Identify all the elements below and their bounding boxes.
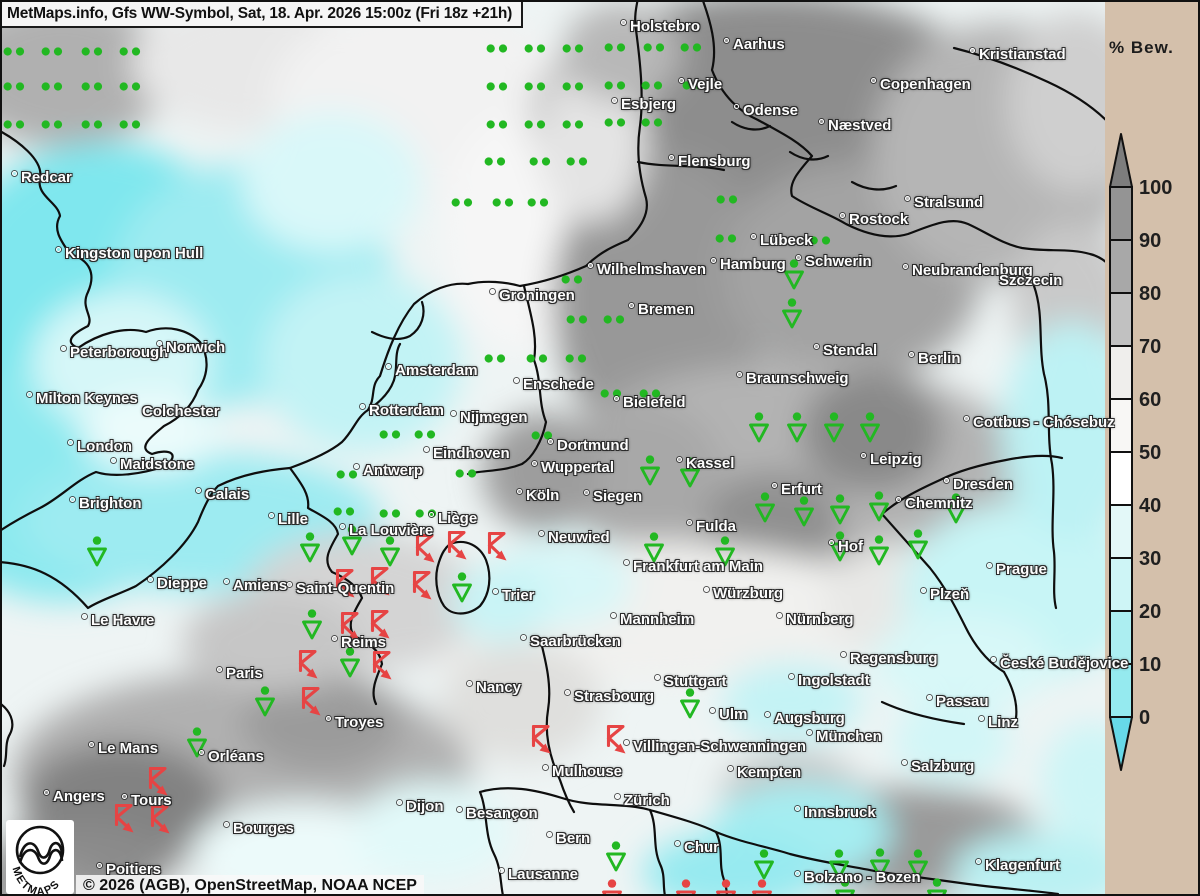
colorbar-segment: [1109, 239, 1133, 294]
map-canvas[interactable]: MetMaps.info, Gfs WW-Symbol, Sat, 18. Ap…: [2, 2, 1128, 894]
colorbar-segment: [1109, 504, 1133, 559]
colorbar-tick-label: 10: [1139, 654, 1161, 676]
colorbar-tick-label: 100: [1139, 177, 1172, 199]
colorbar-segment: [1109, 186, 1133, 241]
map-title: MetMaps.info, Gfs WW-Symbol, Sat, 18. Ap…: [2, 2, 524, 28]
metmaps-logo: METMAPS: [6, 820, 74, 894]
colorbar-segment: [1109, 345, 1133, 400]
colorbar-bottom-arrow: [1109, 716, 1133, 771]
colorbar-tick-label: 40: [1139, 495, 1161, 517]
colorbar-segment: [1109, 557, 1133, 612]
logo-circle-icon: [15, 825, 65, 875]
colorbar-segment: [1109, 292, 1133, 347]
colorbar-segment: [1109, 451, 1133, 506]
colorbar-tick-label: 0: [1139, 707, 1150, 729]
colorbar-tick-label: 90: [1139, 230, 1161, 252]
legend-panel: % Bew. 100 90 80 70 60 50 40 30 20 10 0: [1101, 2, 1198, 894]
logo-wave2-icon: [18, 848, 64, 865]
colorbar-tick-label: 50: [1139, 442, 1161, 464]
legend-title: % Bew.: [1109, 38, 1174, 57]
cloud-cover-field: [2, 2, 1105, 894]
colorbar-tick-label: 80: [1139, 283, 1161, 305]
cloud-blobs: [2, 2, 1105, 894]
colorbar-tick-label: 20: [1139, 601, 1161, 623]
colorbar-top-arrow: [1109, 133, 1133, 188]
attribution: © 2026 (AGB), OpenStreetMap, NOAA NCEP: [76, 875, 424, 894]
colorbar-segment: [1109, 663, 1133, 718]
colorbar-tick-label: 60: [1139, 389, 1161, 411]
colorbar-segment: [1109, 398, 1133, 453]
colorbar-tick-label: 30: [1139, 548, 1161, 570]
logo-wave-icon: [18, 841, 64, 859]
colorbar-segment: [1109, 610, 1133, 665]
colorbar-tick-label: 70: [1139, 336, 1161, 358]
